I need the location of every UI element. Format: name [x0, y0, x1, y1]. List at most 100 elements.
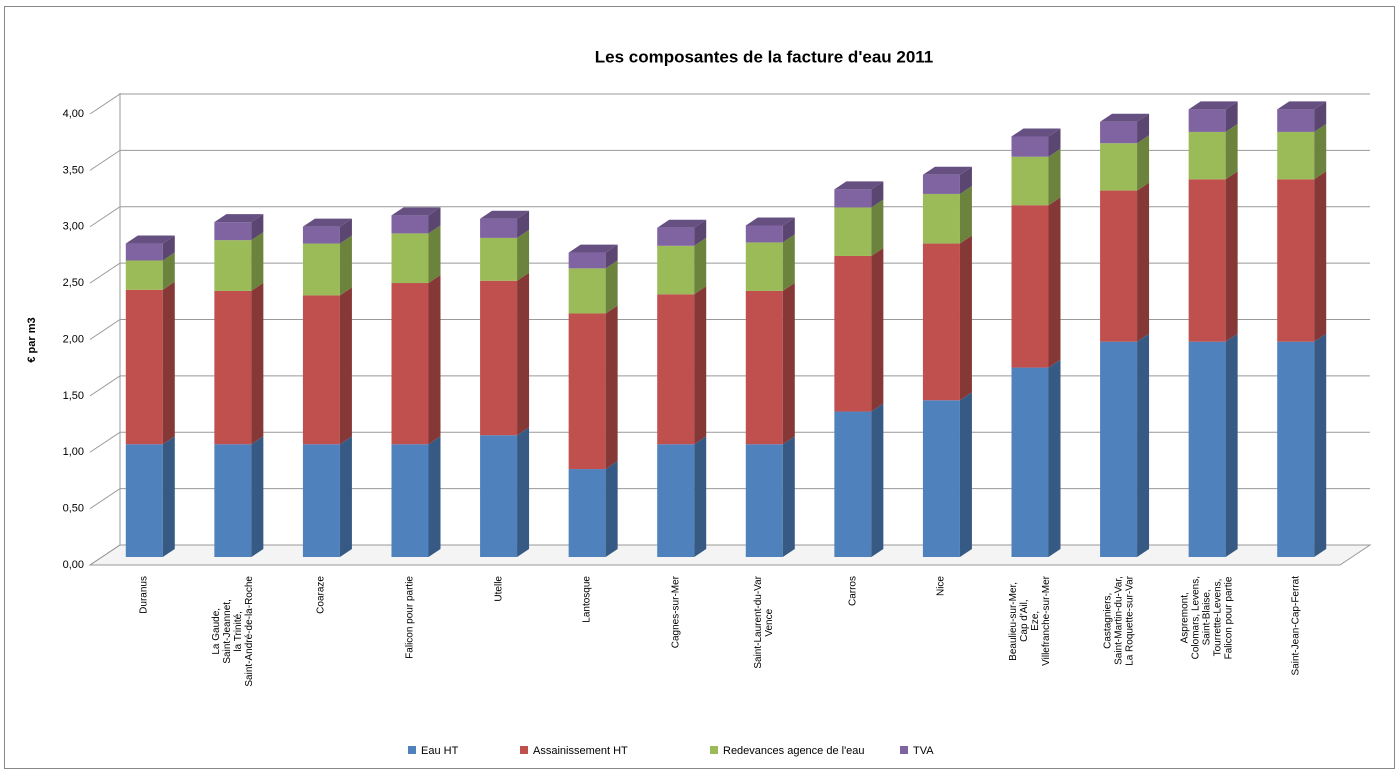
- bar-side: [339, 218, 352, 244]
- bar-segment: [1188, 179, 1226, 342]
- x-tick-label: La Gaude, Saint-Jeannet, la Trinité, Sai…: [210, 576, 255, 687]
- bar-side: [1225, 101, 1238, 132]
- bar-segment: [834, 189, 872, 208]
- bar-side: [1314, 123, 1327, 180]
- bar-segment: [1188, 131, 1226, 180]
- legend-label: Eau HT: [421, 745, 459, 757]
- bar-segment: [834, 207, 872, 256]
- bar-segment: [1100, 143, 1138, 191]
- bar-side: [605, 244, 618, 269]
- bar-side: [605, 305, 618, 470]
- bar-side: [1137, 113, 1150, 144]
- bar-side: [428, 275, 441, 445]
- bar-side: [339, 235, 352, 296]
- bar-segment: [214, 222, 252, 241]
- bar-side: [782, 436, 795, 557]
- bar-segment: [302, 243, 340, 296]
- x-tick-label: Saint-Jean-Cap-Ferrat: [1290, 576, 1302, 676]
- bar-segment: [480, 218, 518, 238]
- bar-side: [959, 392, 972, 557]
- bar-side: [694, 219, 707, 246]
- x-tick-label: Beaulieu-sur-Mer, Cap d'Ail, Eze, Villef…: [1008, 576, 1052, 666]
- bar-top: [1100, 113, 1150, 122]
- bar-segment: [480, 435, 518, 557]
- bar-segment: [922, 174, 960, 194]
- bar-segment: [745, 444, 783, 557]
- bar-side: [871, 199, 884, 256]
- bar-segment: [1100, 190, 1138, 342]
- bar-segment: [1277, 131, 1315, 180]
- legend-label: TVA: [913, 745, 934, 757]
- bar-top: [391, 207, 441, 216]
- bar-segment: [568, 313, 606, 470]
- bar-segment: [834, 255, 872, 412]
- bar-segment: [834, 411, 872, 557]
- bar-side: [428, 225, 441, 284]
- bar-side: [339, 287, 352, 445]
- bar-side: [162, 235, 175, 261]
- bar-segment: [1011, 367, 1049, 557]
- bar-segment: [922, 193, 960, 244]
- bar-segment: [125, 289, 163, 445]
- bar-segment: [125, 243, 163, 261]
- bar-side: [162, 281, 175, 445]
- bar-side: [871, 181, 884, 208]
- bar-segment: [1011, 205, 1049, 368]
- y-tick-label: 0,00: [63, 559, 84, 571]
- grid-line: [89, 93, 1370, 115]
- bar-segment: [568, 252, 606, 269]
- bar-segment: [302, 295, 340, 445]
- bar-segment: [1011, 136, 1049, 157]
- bar-side: [251, 282, 264, 445]
- bar-side: [1225, 171, 1238, 342]
- bar-segment: [745, 242, 783, 291]
- bar-side: [162, 436, 175, 557]
- bar-segment: [568, 268, 606, 314]
- bar-segment: [125, 260, 163, 290]
- bar-segment: [1277, 341, 1315, 557]
- bar-side: [517, 210, 530, 238]
- y-axis-label: € par m3: [26, 317, 38, 362]
- bar-side: [162, 252, 175, 290]
- legend-swatch: [900, 746, 908, 754]
- bar-segment: [480, 280, 518, 436]
- bar-segment: [391, 444, 429, 557]
- y-tick-label: 2,00: [63, 333, 84, 345]
- bar-side: [1048, 148, 1061, 206]
- y-tick-label: 0,50: [63, 503, 84, 515]
- bar-side: [251, 436, 264, 557]
- x-tick-label: Nice: [935, 576, 947, 597]
- bar-top: [745, 217, 795, 226]
- y-tick-label: 3,50: [63, 164, 84, 176]
- x-tick-label: Lantosque: [581, 576, 593, 623]
- bar-top: [1011, 128, 1061, 137]
- bar-side: [1048, 359, 1061, 557]
- bar-side: [1314, 171, 1327, 342]
- bar-segment: [302, 226, 340, 244]
- bar-side: [694, 436, 707, 557]
- bar-side: [1314, 333, 1327, 557]
- bar-side: [1137, 182, 1150, 342]
- bar-top: [1277, 101, 1327, 110]
- bar-segment: [1188, 109, 1226, 132]
- bar-side: [1137, 135, 1150, 191]
- bar-segment: [214, 290, 252, 445]
- bar-side: [517, 229, 530, 281]
- bar-top: [214, 214, 264, 223]
- bar-side: [694, 237, 707, 295]
- bar-segment: [1011, 156, 1049, 206]
- legend-swatch: [520, 746, 528, 754]
- bar-segment: [214, 240, 252, 291]
- bar-top: [480, 210, 530, 219]
- bar-segment: [1277, 109, 1315, 132]
- bar-segment: [391, 283, 429, 445]
- x-tick-label: Carros: [847, 576, 859, 607]
- bar-segment: [480, 237, 518, 281]
- bar-segment: [657, 227, 695, 246]
- bar-side: [782, 234, 795, 291]
- y-tick-label: 1,00: [63, 446, 84, 458]
- bar-side: [782, 282, 795, 445]
- bar-side: [1225, 333, 1238, 557]
- bar-side: [871, 403, 884, 557]
